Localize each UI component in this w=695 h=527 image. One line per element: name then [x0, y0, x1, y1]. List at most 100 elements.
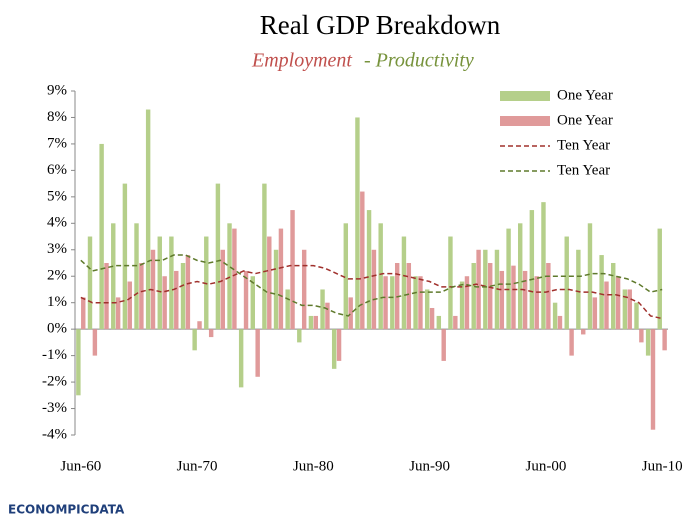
bar	[634, 302, 639, 330]
bar	[320, 289, 325, 330]
bar	[267, 236, 272, 330]
bar	[534, 276, 539, 330]
bar	[371, 249, 377, 330]
bar	[262, 183, 267, 330]
bar	[541, 202, 546, 330]
bar	[92, 329, 98, 356]
bar	[518, 223, 523, 330]
bar	[192, 329, 197, 351]
bar	[285, 289, 290, 330]
subtitle: Employment	[251, 50, 352, 72]
bar	[99, 143, 104, 330]
bar	[546, 263, 551, 330]
bar	[441, 329, 446, 361]
y-tick-label: 8%	[47, 109, 67, 125]
bar	[483, 249, 488, 330]
bar	[104, 263, 109, 330]
bar	[169, 236, 174, 330]
bar	[581, 329, 586, 335]
chart-title: Real GDP Breakdown	[260, 10, 501, 40]
bar	[157, 236, 162, 330]
subtitle: - Productivity	[364, 50, 474, 72]
bar	[185, 255, 191, 330]
bar	[87, 236, 93, 330]
bar	[343, 223, 349, 330]
x-tick-label: Jun-80	[293, 458, 334, 474]
bar	[511, 265, 516, 330]
bar	[488, 263, 493, 330]
bar	[429, 307, 435, 330]
bar	[366, 210, 372, 330]
bar	[127, 281, 132, 330]
bar	[592, 297, 598, 330]
bar	[273, 249, 279, 330]
bar	[645, 329, 651, 356]
bar	[406, 263, 412, 330]
legend-label: One Year	[557, 87, 613, 103]
bar	[348, 297, 353, 330]
bar	[250, 276, 255, 330]
bar	[604, 281, 609, 330]
bar	[227, 223, 232, 330]
bar	[627, 289, 632, 330]
bar	[139, 263, 144, 330]
legend-label: Ten Year	[557, 137, 610, 153]
line	[80, 254, 663, 317]
bar	[657, 228, 662, 330]
bar	[529, 210, 535, 330]
bar	[355, 117, 360, 330]
bar	[297, 329, 302, 343]
bar	[576, 249, 581, 330]
bar	[639, 329, 644, 343]
bar	[313, 315, 319, 330]
y-tick-label: -3%	[42, 400, 67, 416]
y-tick-label: 7%	[47, 135, 67, 151]
bar	[76, 329, 81, 396]
bar	[197, 321, 202, 330]
bar	[569, 329, 574, 356]
bar	[424, 289, 430, 330]
legend-swatch	[500, 116, 550, 126]
bar	[522, 270, 528, 330]
y-tick-label: 1%	[47, 294, 67, 310]
x-tick-label: Jun-00	[525, 458, 566, 474]
bar	[215, 183, 221, 330]
bar	[587, 223, 593, 330]
bar	[290, 210, 295, 330]
bar	[232, 228, 237, 330]
bar	[383, 276, 388, 330]
legend-swatch	[500, 91, 550, 101]
bar	[464, 276, 470, 330]
x-tick-label: Jun-70	[177, 458, 218, 474]
bar	[360, 191, 365, 330]
y-tick-label: 6%	[47, 162, 67, 178]
bar	[448, 236, 453, 330]
bar	[401, 236, 407, 330]
bar	[122, 183, 128, 330]
bar	[238, 329, 244, 388]
bar	[145, 109, 151, 330]
bar	[476, 249, 481, 330]
y-tick-label: -4%	[42, 426, 67, 442]
bar	[162, 276, 167, 330]
bar	[471, 263, 476, 330]
bar	[208, 329, 214, 338]
bar	[378, 223, 383, 330]
bar	[390, 276, 395, 330]
bar	[622, 289, 628, 330]
bar	[255, 329, 260, 377]
bar	[611, 263, 616, 330]
y-tick-label: 0%	[47, 321, 67, 337]
bar	[506, 228, 511, 330]
bar	[599, 255, 604, 330]
x-tick-label: Jun-60	[60, 458, 101, 474]
bar	[220, 249, 225, 330]
legend-label: One Year	[557, 112, 613, 128]
bar	[499, 270, 505, 330]
y-tick-label: 9%	[47, 82, 67, 98]
bar	[331, 329, 337, 369]
bar	[615, 276, 621, 330]
logo: ECONOMPICDATA	[8, 503, 125, 517]
y-tick-label: 4%	[47, 215, 67, 231]
